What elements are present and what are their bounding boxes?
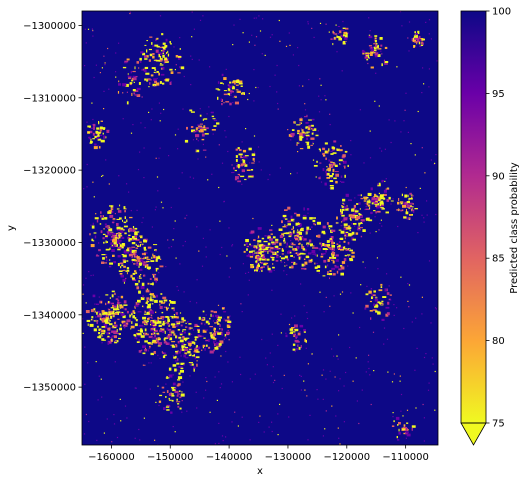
y-tick-label: −1310000 [23, 93, 76, 104]
y-tick-label: −1340000 [23, 310, 76, 321]
colorbar-tick-label: 75 [492, 419, 505, 430]
x-tick-label: −120000 [324, 452, 371, 463]
y-tick-label: −1320000 [23, 166, 76, 177]
colorbar-tick-label: 90 [492, 171, 505, 182]
colorbar-tick-label: 100 [492, 7, 511, 18]
y-axis: −1300000 −1310000 −1320000 −1330000 −1340000… [23, 21, 82, 394]
colorbar-tick-label: 80 [492, 336, 505, 347]
x-tick-label: −110000 [382, 452, 429, 463]
x-tick-label: −160000 [88, 452, 135, 463]
x-axis-label: x [257, 466, 263, 477]
colorbar-tick-label: 95 [492, 89, 505, 100]
colorbar-tick-label: 85 [492, 254, 505, 265]
colorbar-ticks: 75 80 85 90 95 100 [486, 7, 511, 430]
y-tick-label: −1330000 [23, 238, 76, 249]
colorbar-gradient [461, 11, 486, 423]
x-tick-label: −140000 [206, 452, 253, 463]
y-axis-label: y [6, 225, 17, 231]
heatmap-area [82, 11, 438, 445]
heatmap-low-probability-patches [82, 11, 438, 445]
plot-frame [81, 10, 439, 446]
x-tick-label: −130000 [265, 452, 312, 463]
y-tick-label: −1350000 [23, 383, 76, 394]
colorbar: 75 80 85 90 95 100 Predicted class probabilit… [460, 7, 520, 446]
colorbar-frame [460, 10, 487, 424]
x-tick-label: −150000 [147, 452, 194, 463]
x-axis: −160000 −150000 −140000 −130000 −120000 −1100… [88, 445, 429, 463]
colorbar-label: Predicted class probability [509, 162, 520, 294]
colorbar-extend-triangle [460, 422, 487, 446]
y-tick-label: −1300000 [23, 21, 76, 32]
